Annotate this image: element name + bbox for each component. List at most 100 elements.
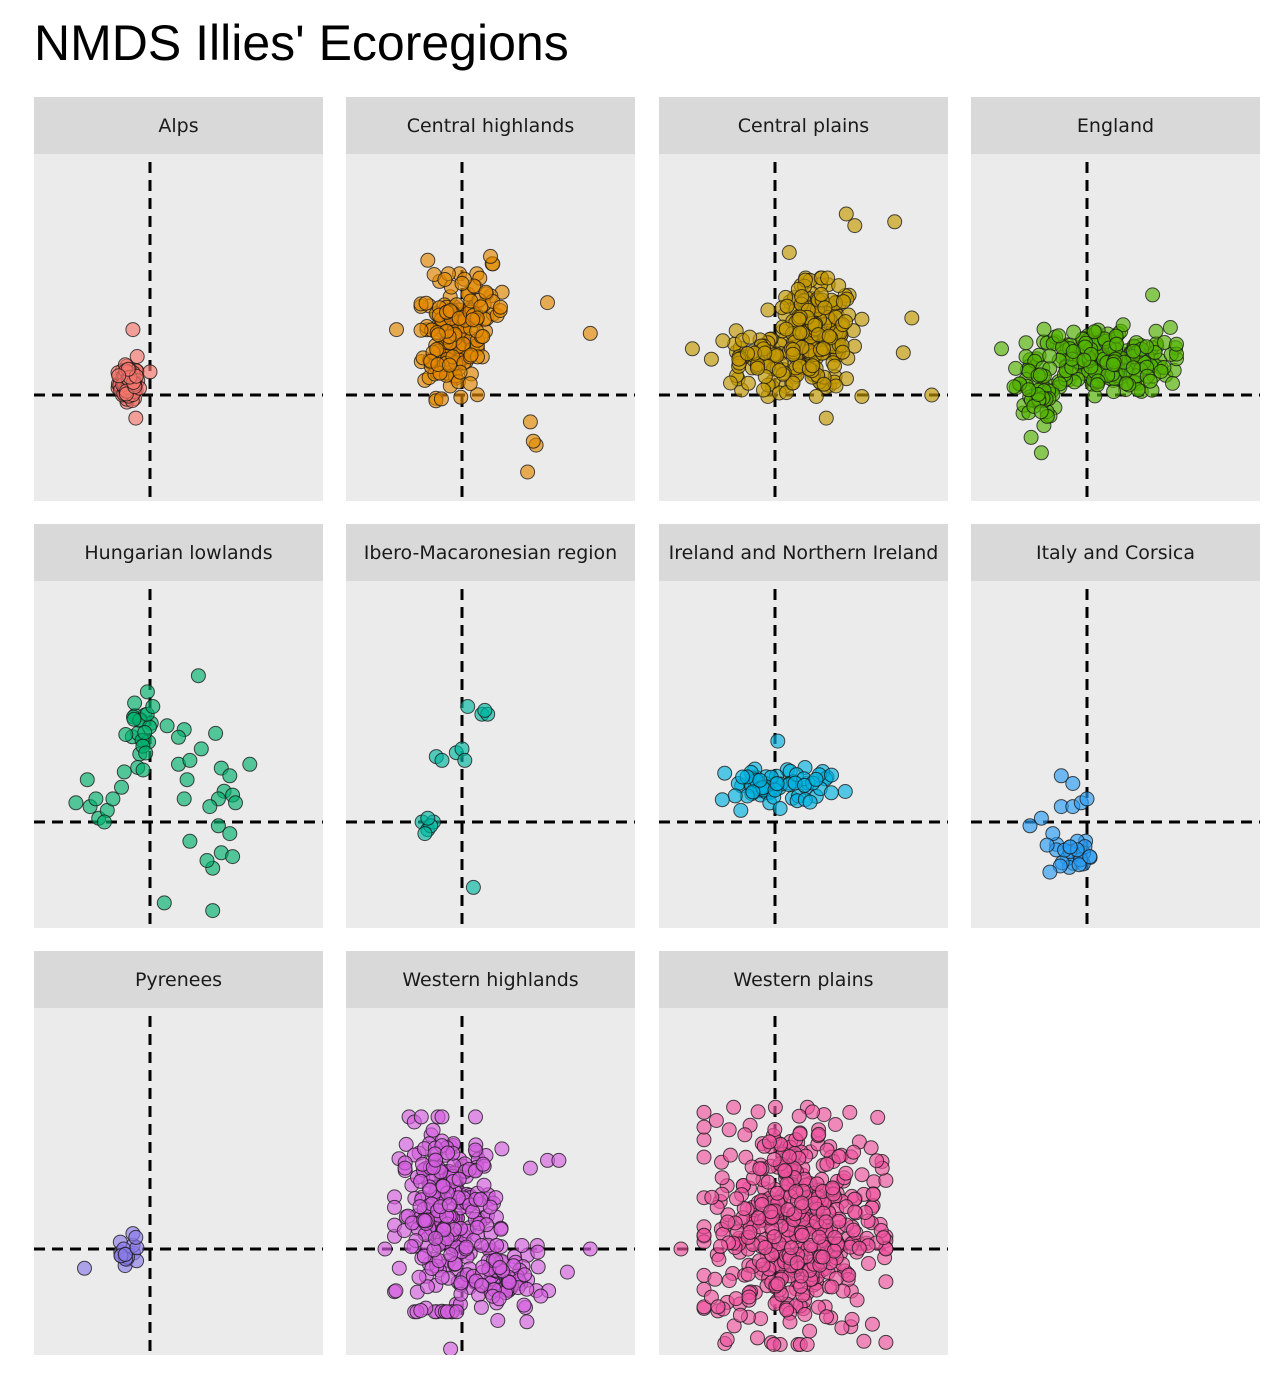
data-point bbox=[735, 769, 751, 785]
data-point bbox=[490, 1313, 506, 1328]
data-point bbox=[824, 1279, 840, 1295]
data-point bbox=[171, 729, 186, 745]
data-point bbox=[473, 1192, 489, 1207]
data-point bbox=[1109, 336, 1125, 352]
plot-area bbox=[659, 1008, 948, 1355]
data-point bbox=[723, 375, 738, 391]
data-point bbox=[476, 1177, 492, 1193]
data-point bbox=[501, 1274, 517, 1290]
data-point bbox=[1139, 339, 1155, 355]
data-point bbox=[797, 777, 812, 793]
data-point bbox=[116, 764, 132, 780]
data-point bbox=[696, 1119, 712, 1135]
data-point bbox=[469, 1220, 485, 1235]
data-point bbox=[1062, 839, 1078, 855]
data-point bbox=[453, 389, 469, 405]
data-point bbox=[708, 1113, 724, 1128]
data-point bbox=[1066, 324, 1082, 340]
data-point bbox=[176, 791, 192, 807]
data-point bbox=[791, 311, 807, 327]
data-point bbox=[805, 1104, 820, 1120]
data-point bbox=[887, 214, 903, 230]
data-point bbox=[128, 1229, 144, 1245]
data-point bbox=[412, 1199, 428, 1215]
data-point bbox=[838, 314, 853, 330]
data-point bbox=[813, 286, 829, 302]
data-point bbox=[388, 1283, 404, 1299]
data-point bbox=[228, 795, 243, 811]
data-point bbox=[757, 345, 773, 361]
data-point bbox=[802, 1323, 818, 1339]
data-point bbox=[1023, 429, 1039, 445]
scatter-plot bbox=[34, 589, 323, 928]
data-point bbox=[118, 727, 134, 742]
facet-strip-label: Western highlands bbox=[346, 951, 635, 1008]
data-point bbox=[1153, 364, 1169, 379]
data-point bbox=[727, 788, 743, 804]
data-point bbox=[781, 1149, 797, 1165]
data-point bbox=[1079, 791, 1095, 807]
data-point bbox=[721, 1122, 737, 1138]
plot-area bbox=[971, 581, 1260, 928]
data-point bbox=[465, 1204, 481, 1220]
facet-strip-label: England bbox=[971, 97, 1260, 154]
data-point bbox=[819, 1156, 835, 1172]
data-point bbox=[876, 1230, 891, 1246]
scatter-plot bbox=[659, 589, 948, 928]
data-point bbox=[785, 375, 801, 391]
data-point bbox=[761, 1134, 777, 1150]
data-point bbox=[182, 833, 198, 849]
data-point bbox=[443, 1247, 459, 1263]
data-point bbox=[139, 684, 155, 700]
plot-area bbox=[34, 154, 323, 501]
data-point bbox=[838, 1165, 854, 1181]
data-point bbox=[696, 1104, 712, 1120]
data-point bbox=[483, 248, 498, 264]
data-point bbox=[878, 1334, 894, 1350]
data-point bbox=[793, 1268, 809, 1284]
data-point bbox=[769, 1185, 785, 1201]
data-point bbox=[854, 389, 870, 404]
data-point bbox=[703, 351, 719, 367]
data-point bbox=[77, 1260, 92, 1276]
data-point bbox=[1076, 352, 1092, 368]
data-point bbox=[434, 752, 450, 768]
scatter-plot bbox=[659, 1016, 948, 1355]
data-point bbox=[729, 1191, 744, 1207]
data-point bbox=[772, 801, 788, 816]
data-point bbox=[816, 341, 831, 357]
data-point bbox=[127, 695, 143, 711]
data-point bbox=[835, 344, 851, 360]
data-point bbox=[845, 1222, 861, 1238]
chart-title: NMDS Illies' Ecoregions bbox=[34, 15, 569, 71]
data-point bbox=[760, 1174, 776, 1190]
data-point bbox=[750, 1210, 766, 1226]
data-point bbox=[821, 328, 837, 344]
data-point bbox=[1008, 360, 1024, 376]
data-point bbox=[797, 1307, 813, 1322]
data-point bbox=[117, 1246, 133, 1262]
data-point bbox=[842, 1104, 858, 1120]
data-point bbox=[707, 1271, 723, 1287]
data-point bbox=[820, 270, 836, 286]
data-point bbox=[1022, 818, 1038, 834]
data-point bbox=[844, 1311, 860, 1327]
data-point bbox=[870, 1109, 886, 1125]
scatter-plot bbox=[346, 1016, 635, 1355]
data-point bbox=[766, 1337, 782, 1352]
data-point bbox=[791, 1108, 807, 1124]
data-point bbox=[794, 1227, 810, 1243]
data-point bbox=[846, 1144, 862, 1160]
data-point bbox=[838, 206, 854, 222]
data-point bbox=[789, 1255, 805, 1271]
data-point bbox=[815, 1249, 831, 1265]
data-point bbox=[411, 1269, 427, 1285]
data-point bbox=[1021, 382, 1037, 398]
data-point bbox=[413, 1109, 429, 1125]
data-point bbox=[780, 1202, 796, 1218]
data-point bbox=[182, 752, 198, 768]
data-point bbox=[397, 1160, 413, 1176]
data-point bbox=[465, 312, 481, 328]
data-point bbox=[767, 1099, 783, 1115]
data-point bbox=[849, 1292, 865, 1308]
